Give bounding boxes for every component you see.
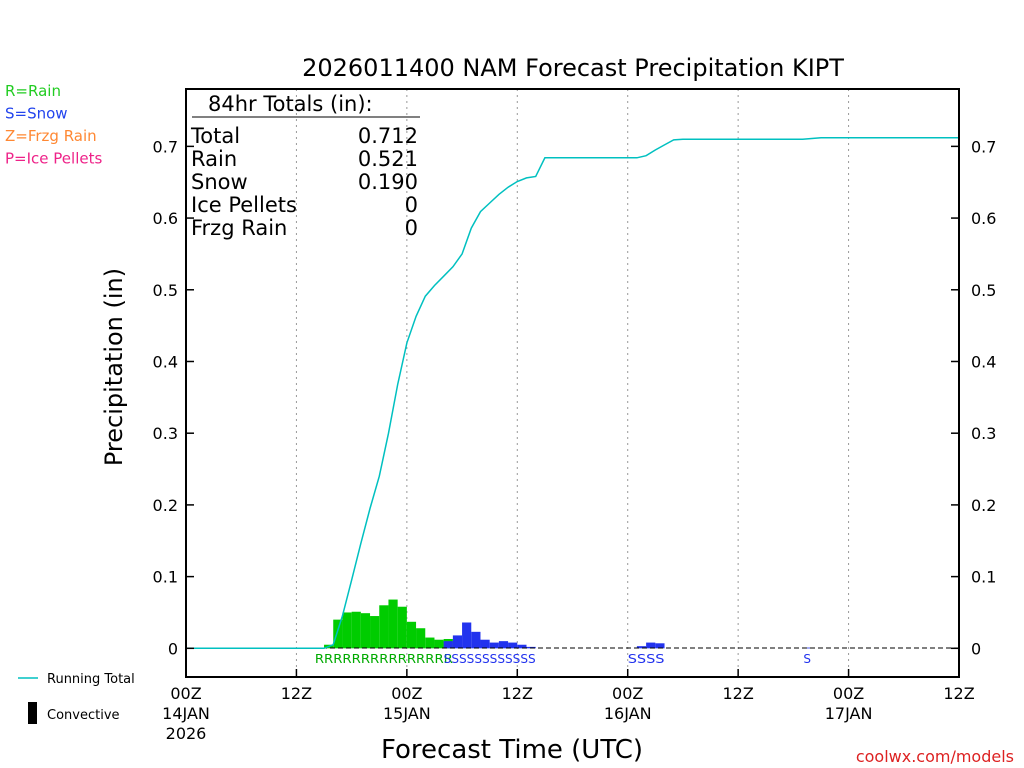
x-tick-date: 15JAN: [383, 704, 431, 723]
y-tick-label: 0.4: [153, 352, 178, 371]
totals-value: 0.190: [358, 170, 418, 194]
rain-bar: [406, 621, 417, 649]
rain-bar: [351, 611, 361, 649]
snow-bar: [452, 635, 463, 649]
totals-box: 84hr Totals (in): Total 0.712 Rain 0.521 Snow…: [190, 92, 420, 240]
x-tick-date: 17JAN: [825, 704, 873, 723]
rain-bar: [333, 619, 343, 649]
credit-text: coolwx.com/models: [856, 747, 1014, 766]
rain-bar: [370, 616, 380, 649]
y-tick-label-right: 0.2: [971, 496, 996, 515]
precip-bars: [324, 599, 812, 649]
convective-swatch: [28, 702, 37, 724]
snow-bar: [489, 642, 499, 649]
ptype-letters-run: SSSSSSSSSSSS: [444, 652, 536, 666]
x-tick-label: 12Z: [943, 684, 974, 703]
y-tick-label: 0.1: [153, 568, 178, 587]
snow-bar: [498, 641, 509, 649]
ptype-legend-item: S=Snow: [5, 105, 68, 123]
x-tick-label: 00Z: [833, 684, 864, 703]
y-tick-label: 0.6: [153, 209, 178, 228]
ptype-legend-item: R=Rain: [5, 82, 61, 100]
ptype-legend: R=Rain S=Snow Z=Frzg Rain P=Ice Pellets: [5, 82, 102, 168]
y-axis-label: Precipitation (in): [100, 268, 128, 466]
totals-label: Rain: [191, 147, 237, 171]
ptype-letters-run: SSSS: [628, 652, 665, 666]
x-tick-label: 12Z: [281, 684, 312, 703]
x-tick-label: 12Z: [722, 684, 753, 703]
snow-bar: [508, 642, 518, 649]
y-tick-label: 0.2: [153, 496, 178, 515]
line-legend-label: Running Total: [47, 672, 135, 687]
x-tick-date: 16JAN: [604, 704, 652, 723]
y-tick-label-right: 0: [971, 639, 981, 658]
grid-lines: [295, 89, 850, 677]
totals-label: Ice Pellets: [191, 193, 297, 217]
y-tick-label: 0.7: [153, 137, 178, 156]
totals-value: 0.521: [358, 147, 418, 171]
x-tick-label: 00Z: [612, 684, 643, 703]
y-tick-label-right: 0.1: [971, 568, 996, 587]
x-axis-label: Forecast Time (UTC): [381, 735, 643, 765]
x-tick-date: 14JAN: [162, 704, 210, 723]
totals-label: Total: [190, 124, 240, 148]
snow-bar: [462, 622, 472, 649]
rain-bar: [425, 637, 435, 649]
y-tick-label-right: 0.6: [971, 209, 996, 228]
x-tick-label: 00Z: [170, 684, 201, 703]
rain-bar: [434, 639, 444, 649]
plot-frame: [185, 88, 960, 678]
snow-bar: [471, 631, 481, 649]
running-total-line: [186, 137, 959, 650]
ptype-letters-run: RRRRRRRRRRRRRRR: [315, 652, 453, 666]
snow-bar: [480, 639, 490, 649]
y-tick-label: 0.5: [153, 281, 178, 300]
snow-bar: [443, 641, 453, 649]
x-tick-label: 00Z: [391, 684, 422, 703]
ptype-legend-item: P=Ice Pellets: [5, 150, 102, 168]
y-tick-label-right: 0.7: [971, 137, 996, 156]
rain-bar: [379, 605, 389, 649]
x-tick-label: 12Z: [502, 684, 533, 703]
y-tick-label-right: 0.5: [971, 281, 996, 300]
snow-bar: [517, 644, 527, 649]
rain-bar: [388, 599, 398, 649]
rain-bar: [416, 628, 426, 649]
totals-value: 0: [405, 193, 418, 217]
ptype-legend-item: Z=Frzg Rain: [5, 127, 97, 145]
totals-value: 0.712: [358, 124, 418, 148]
ptype-letters-run: S: [803, 652, 811, 666]
snow-bar: [646, 642, 656, 649]
line-legend: Running Total Convective: [18, 672, 135, 724]
y-axis-ticks: 0 00.1 0.10.2 0.20.3 0.30.4 0.40.5 0.50.6 0.60.…: [153, 137, 997, 658]
y-tick-label: 0: [168, 639, 178, 658]
totals-label: Snow: [191, 170, 248, 194]
rain-bar: [397, 606, 407, 649]
y-tick-label-right: 0.3: [971, 424, 996, 443]
rain-bar: [360, 613, 371, 649]
snow-bar: [802, 647, 812, 649]
y-tick-label: 0.3: [153, 424, 178, 443]
totals-heading: 84hr Totals (in):: [208, 92, 373, 116]
x-tick-year: 2026: [166, 724, 207, 743]
line-legend-label: Convective: [47, 708, 120, 723]
totals-value: 0: [405, 216, 418, 240]
rain-bar: [342, 612, 352, 649]
snow-bar: [655, 643, 665, 649]
snow-bar: [636, 646, 647, 649]
totals-label: Frzg Rain: [191, 216, 287, 240]
y-tick-label-right: 0.4: [971, 352, 996, 371]
chart-title: 2026011400 NAM Forecast Precipitation KI…: [302, 54, 844, 82]
